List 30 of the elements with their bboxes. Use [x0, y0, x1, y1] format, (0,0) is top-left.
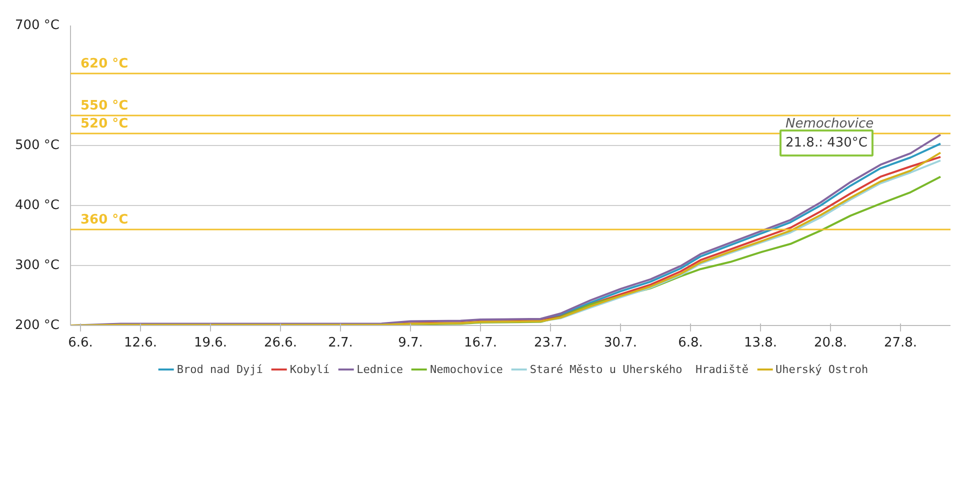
legend-label: Kobylí	[290, 362, 330, 376]
x-tick-label: 16.7.	[464, 336, 498, 350]
x-tick-label: 23.7.	[534, 336, 568, 350]
ref-line-label: 360 °C	[80, 212, 128, 228]
ref-line-label: 620 °C	[80, 56, 128, 72]
x-tick-label: 19.6.	[194, 336, 228, 350]
y-tick-label: 700 °C	[14, 18, 60, 33]
ref-line-label: 520 °C	[80, 116, 128, 132]
y-tick-label: 200 °C	[14, 318, 60, 333]
x-tick-label: 12.6.	[124, 336, 158, 350]
x-tick-label: 13.8.	[744, 336, 778, 350]
x-tick-label: 6.8.	[678, 336, 703, 350]
x-tick-label: 9.7.	[398, 336, 423, 350]
legend-label: Uherský Ostroh	[775, 362, 868, 376]
x-tick-label: 20.8.	[814, 336, 848, 350]
y-tick-label: 400 °C	[14, 198, 60, 213]
x-tick-label: 2.7.	[328, 336, 353, 350]
ref-line-label: 550 °C	[80, 98, 128, 114]
annotation: Nemochovice	[786, 116, 874, 132]
y-tick-label: 500 °C	[14, 138, 60, 153]
x-tick-label: 6.6.	[68, 336, 93, 350]
x-tick-label: 30.7.	[604, 336, 638, 350]
legend-label: Brod nad Dyjí	[176, 362, 263, 376]
annotation: 21.8.: 430°C	[786, 136, 868, 150]
legend-label: Staré Město u Uherského Hradiště	[530, 362, 748, 376]
x-tick-label: 26.6.	[264, 336, 298, 350]
legend-label: Lednice	[356, 362, 404, 376]
legend-label: Nemochovice	[430, 362, 503, 376]
y-tick-label: 300 °C	[14, 258, 60, 273]
x-tick-label: 27.8.	[884, 336, 918, 350]
